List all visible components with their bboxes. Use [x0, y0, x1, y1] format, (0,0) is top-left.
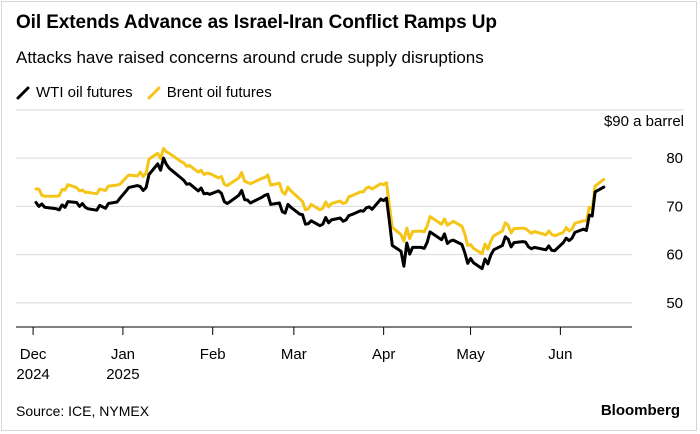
brand-logo: Bloomberg — [600, 402, 680, 419]
y-tick-label-70: 70 — [666, 198, 683, 215]
series-line-brent — [34, 147, 606, 256]
x-tick-label-jun: Jun — [548, 346, 572, 363]
y-tick-label-80: 80 — [666, 150, 683, 167]
y-axis-unit-label: $90 a barrel — [603, 113, 684, 130]
legend-item-wti: WTI oil futures — [16, 84, 133, 101]
x-tick-label-feb: Feb — [200, 346, 226, 363]
x-tick-label-dec: Dec — [20, 346, 47, 363]
series-line-wti — [34, 156, 606, 271]
source-note: Source: ICE, NYMEX — [16, 403, 150, 419]
legend: WTI oil futures Brent oil futures — [16, 84, 286, 101]
legend-label-brent: Brent oil futures — [166, 84, 272, 101]
x-tick-label-may: May — [456, 346, 485, 363]
wti-swatch-icon — [16, 86, 30, 99]
x-tick-label-apr: Apr — [372, 346, 395, 363]
legend-label-wti: WTI oil futures — [36, 84, 133, 101]
y-tick-label-50: 50 — [666, 295, 683, 312]
chart-title: Oil Extends Advance as Israel-Iran Confl… — [16, 12, 497, 33]
y-tick-label-60: 60 — [666, 247, 683, 264]
brent-swatch-icon — [147, 86, 161, 99]
x-tick-label-jan: Jan — [111, 346, 135, 363]
legend-item-brent: Brent oil futures — [147, 84, 272, 101]
x-tick-sublabel-2025: 2025 — [106, 366, 139, 383]
x-tick-label-mar: Mar — [281, 346, 307, 363]
x-tick-sublabel-2024: 2024 — [16, 366, 49, 383]
chart-subtitle: Attacks have raised concerns around crud… — [16, 48, 484, 67]
